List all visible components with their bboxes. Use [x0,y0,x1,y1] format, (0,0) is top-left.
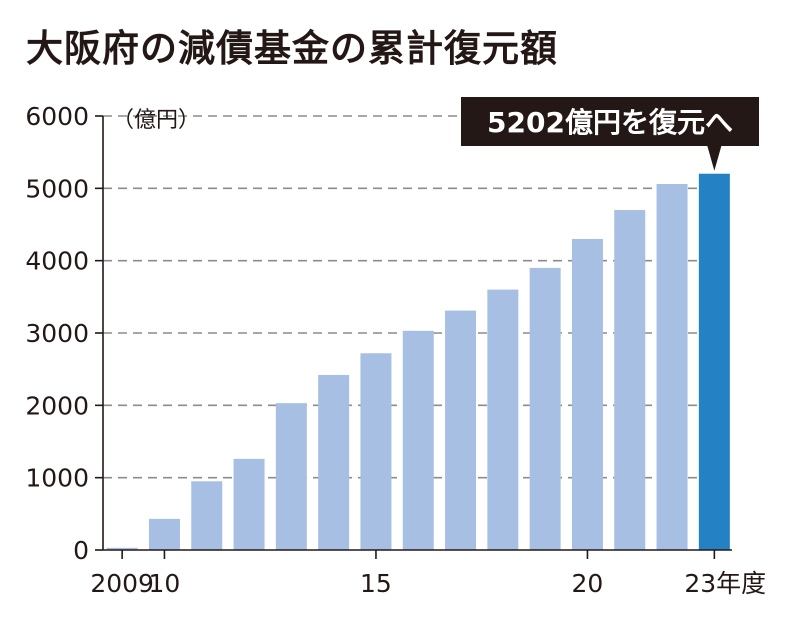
bar-11 [191,481,223,550]
bar-23 [698,173,730,551]
bar-13 [275,403,307,550]
callout-box [461,97,759,171]
axes [95,115,732,559]
bar-19 [529,267,561,550]
bar-15 [360,353,392,550]
y-tick-label-6000: 6000 [25,102,89,131]
bars [106,173,730,551]
x-tick-label-20: 20 [572,569,604,598]
bar-2009 [106,547,138,550]
y-tick-label-0: 0 [73,536,89,565]
y-tick-label-1000: 1000 [25,464,89,493]
x-tick-label-10: 10 [149,569,181,598]
bar-12 [233,458,265,550]
y-unit-label: （億円） [112,108,200,133]
bar-16 [402,330,434,550]
x-tick-label-23: 23年度 [684,569,766,598]
x-tick-label-15: 15 [360,569,392,598]
bar-21 [614,210,646,551]
bar-20 [571,238,603,550]
bar-14 [318,374,350,550]
y-tick-labels: 0 1000 2000 3000 4000 5000 6000 [25,102,89,565]
bar-22 [656,183,688,550]
y-tick-label-5000: 5000 [25,174,89,203]
chart-title: 大阪府の減債基金の累計復元額 [26,27,558,70]
bar-18 [487,289,519,550]
bar-17 [445,310,477,550]
annotation-callout: 5202億円を復元へ [461,97,759,171]
y-tick-label-2000: 2000 [25,391,89,420]
bar-10 [148,518,180,550]
y-tick-label-4000: 4000 [25,247,89,276]
x-tick-label-2009: 2009 [90,569,154,598]
callout-text: 5202億円を復元へ [487,106,733,139]
y-tick-label-3000: 3000 [25,319,89,348]
